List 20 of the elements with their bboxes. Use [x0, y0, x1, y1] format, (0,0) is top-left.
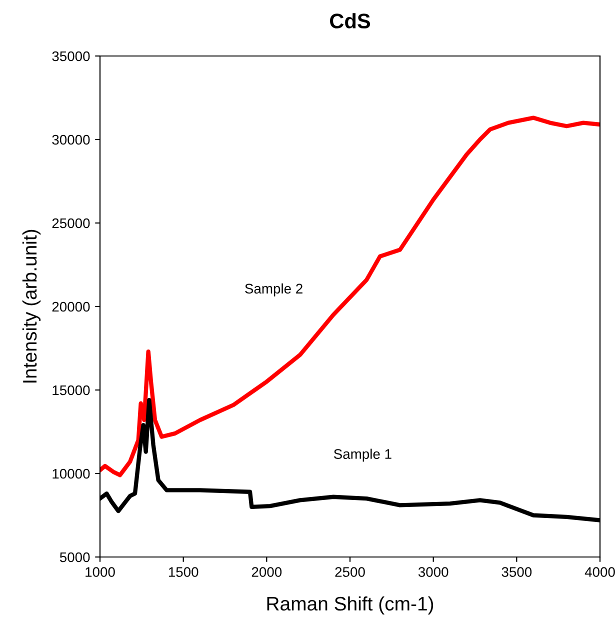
- y-tick-label: 5000: [60, 552, 90, 562]
- y-tick-label: 30000: [52, 134, 90, 145]
- x-axis-title: Raman Shift (cm-1): [267, 596, 434, 614]
- chart-title: CdS: [330, 13, 370, 28]
- x-tick-label: 2500: [335, 567, 365, 577]
- text: Sample 1: [334, 448, 392, 462]
- x-tick-label: 4000: [584, 567, 615, 577]
- y-tick-label: 25000: [52, 218, 90, 228]
- y-tick-label: 15000: [52, 385, 90, 396]
- x-tick-label: 3000: [418, 567, 448, 577]
- x-tick-label: 2000: [252, 567, 282, 577]
- line-series: [100, 116, 600, 478]
- y-tick-label: 10000: [52, 468, 90, 479]
- y-axis-title: Intensity (arb.unit): [22, 230, 41, 383]
- x-tick-label: 1000: [86, 567, 115, 577]
- y-tick-label: 20000: [52, 302, 90, 312]
- x-tick-label: 1500: [168, 567, 198, 577]
- x-tick-label: 3500: [502, 567, 532, 577]
- y-tick-label: 35000: [52, 51, 90, 62]
- text: Sample 2: [245, 283, 302, 296]
